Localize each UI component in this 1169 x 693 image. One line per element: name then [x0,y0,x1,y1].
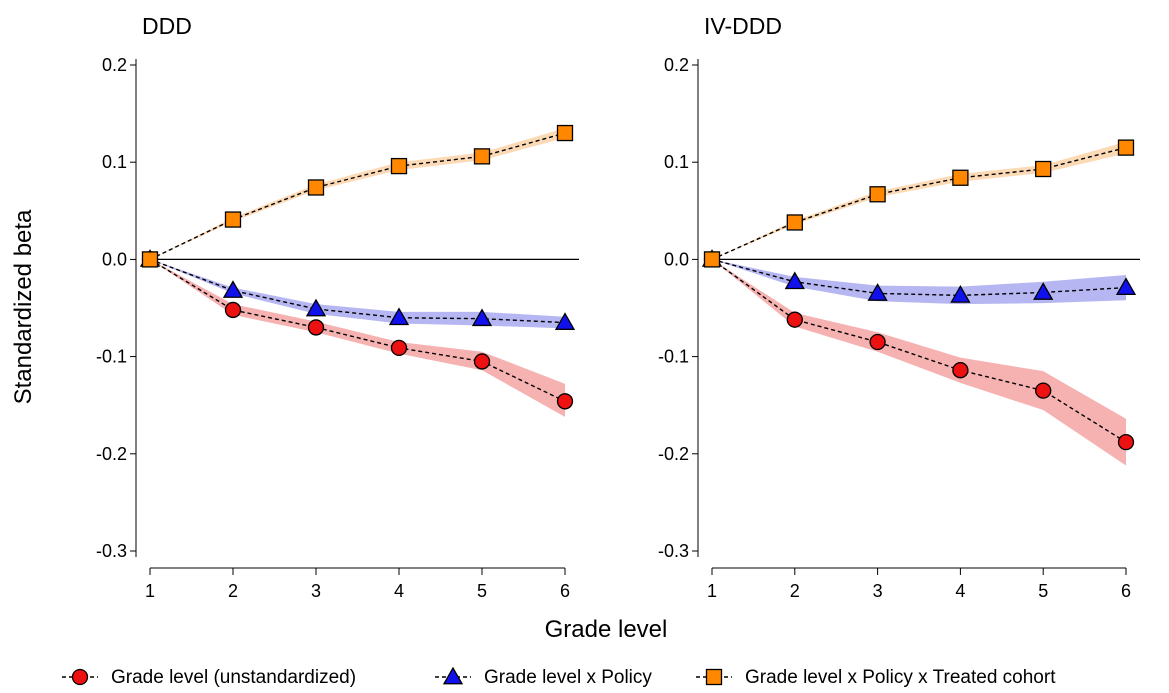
point-unstd [390,339,408,357]
band-treated [150,128,565,260]
point-treated [141,251,159,268]
x-tick-label: 5 [1038,581,1048,601]
point-unstd [1035,382,1052,399]
legend-label: Grade level (unstandardized) [111,667,356,688]
y-tick-label: -0.2 [658,444,689,464]
panel-title-ddd: DDD [142,13,192,39]
point-treated [869,186,886,203]
band-policy [712,259,1126,305]
series-line-unstd [149,258,566,402]
point-unstd [869,333,886,351]
x-tick-label: 3 [873,581,883,601]
x-tick-label: 5 [477,581,487,601]
x-tick-label: 2 [790,581,800,601]
point-treated [786,214,803,231]
point-policy [784,271,805,290]
x-tick-label: 1 [707,581,717,601]
point-treated [307,179,325,196]
y-tick-label: 0.0 [664,249,689,269]
x-tick-label: 4 [394,581,404,601]
point-policy [867,283,888,301]
y-axis-label: Standardized beta [10,209,37,404]
y-tick-label: -0.2 [96,444,127,464]
point-treated [703,251,721,268]
x-tick-label: 2 [228,581,238,601]
y-tick-label: 0.2 [102,55,127,75]
band-treated [712,141,1126,260]
point-unstd [307,319,325,336]
legend-label: Grade level x Policy [484,667,652,688]
point-policy [388,307,410,326]
point-policy [554,312,576,330]
y-tick-label: 0.1 [102,152,127,172]
point-treated [1035,160,1052,178]
point-treated [390,157,408,175]
legend-entry: Grade level x Policy [435,666,652,688]
point-policy [471,308,493,327]
legend-marker-circle [71,668,89,686]
legend-marker-triangle [442,666,464,685]
legend-marker-square [705,668,723,686]
series-line-policy [149,258,566,324]
band-unstd [712,259,1126,466]
legend-entry: Grade level (unstandardized) [62,667,356,688]
legend: Grade level (unstandardized) Grade level … [62,666,1056,688]
point-unstd [224,301,242,319]
x-tick-label: 4 [955,581,965,601]
series-line-unstd [711,258,1127,443]
y-tick-label: 0.0 [102,249,127,269]
point-treated [1117,139,1135,156]
legend-entry: Grade level x Policy x Treated cohort [696,667,1056,688]
x-tick-label: 6 [1121,581,1131,601]
panel-title-iv-ddd: IV-DDD [704,13,782,39]
series-line-treated [149,132,566,261]
y-tick-label: 0.1 [664,152,689,172]
legend-label: Grade level x Policy x Treated cohort [745,667,1056,688]
point-policy [950,285,971,303]
point-unstd [473,353,491,370]
point-treated [952,169,969,186]
point-policy [1115,277,1137,295]
point-unstd [952,362,969,379]
panel-ddd: DDD 0.2 0.1 0.0 -0.1 -0.2 -0.3 1 2 3 4 5 6 [96,13,579,601]
y-tick-label: -0.1 [658,347,689,367]
point-treated [224,211,242,228]
point-unstd [1117,433,1135,451]
series-line-policy [711,258,1127,297]
point-policy [1033,282,1054,300]
x-tick-label: 1 [145,581,155,601]
x-axis-label: Grade level [545,616,668,643]
series-line-treated [711,146,1127,261]
point-policy [305,298,327,317]
y-tick-label: -0.1 [96,347,127,367]
y-tick-label: 0.2 [664,55,689,75]
x-tick-label: 3 [311,581,321,601]
panel-iv-ddd: IV-DDD 0.2 0.1 0.0 -0.1 -0.2 -0.3 1 2 3 4 5 6 [658,13,1140,601]
band-policy [150,259,565,329]
x-tick-label: 6 [560,581,570,601]
point-policy [222,280,244,298]
point-treated [473,148,491,165]
point-treated [556,124,574,142]
y-tick-label: -0.3 [658,541,689,561]
y-tick-label: -0.3 [96,541,127,561]
point-unstd [556,393,574,410]
point-unstd [786,311,803,328]
